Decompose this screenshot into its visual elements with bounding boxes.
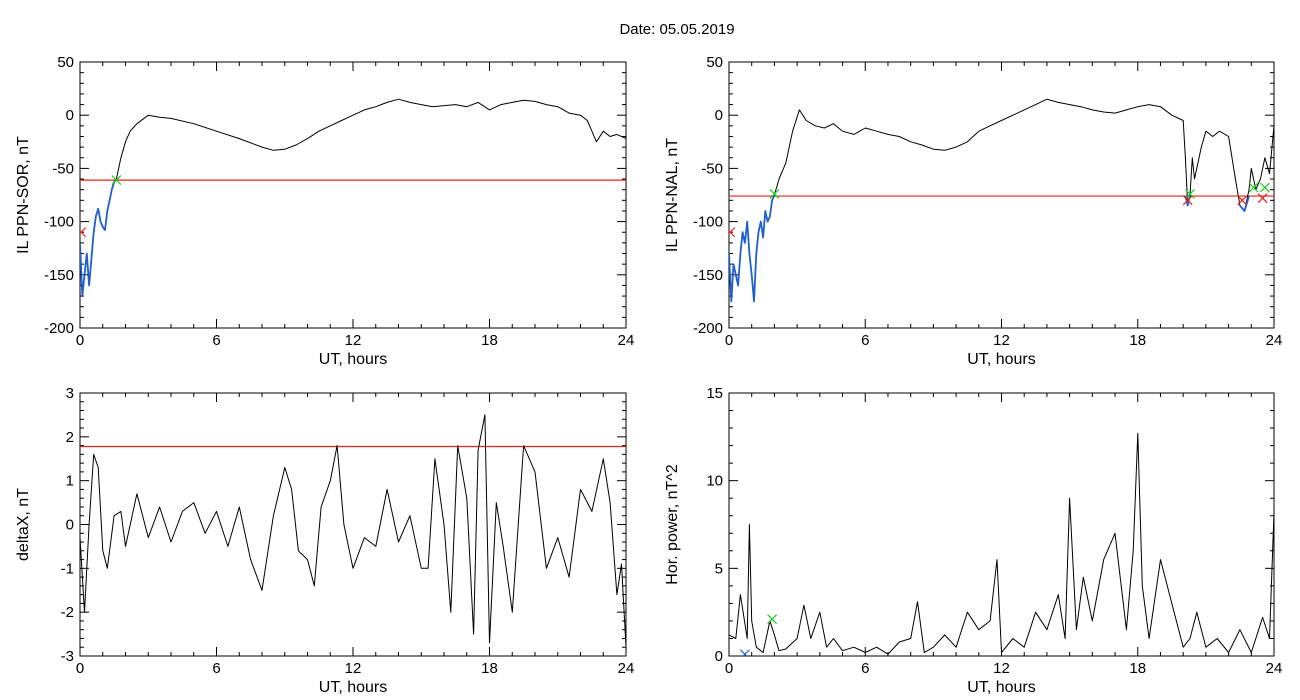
x-tick-label: 18 xyxy=(481,660,498,677)
y-tick-label: 50 xyxy=(706,54,723,71)
x-marker xyxy=(1237,195,1248,206)
y-tick-label: 3 xyxy=(66,385,74,402)
plot-frame xyxy=(728,392,1275,657)
y-tick-label: -100 xyxy=(44,214,74,231)
y-tick-label: -100 xyxy=(693,214,723,231)
panel-hor-power: 0 6 12 18 24 0 5 10 15 UT, hours Hor. power, nT^2 xyxy=(664,385,1282,696)
x-tick-label: 6 xyxy=(861,660,869,677)
x-axis-title: UT, hours xyxy=(319,679,387,696)
x-marker xyxy=(769,189,780,199)
x-tick-label: 18 xyxy=(1129,332,1146,349)
x-tick-label: 12 xyxy=(345,332,362,349)
data-layer xyxy=(80,414,626,648)
y-tick-label: -2 xyxy=(61,604,74,621)
y-tick-label: 1 xyxy=(66,473,74,490)
x-marker xyxy=(1185,189,1195,199)
x-marker xyxy=(1257,193,1268,204)
highlight-segment xyxy=(729,194,776,303)
x-axis-title: UT, hours xyxy=(967,679,1035,696)
y-tick-label: -200 xyxy=(44,320,74,337)
x-marker xyxy=(1182,195,1193,206)
y-tick-label: -50 xyxy=(701,160,723,177)
x-marker xyxy=(729,227,736,238)
series-line xyxy=(729,432,1274,655)
y-axis-title: IL PPN-NAL, nT xyxy=(664,138,681,252)
y-tick-label: -50 xyxy=(52,160,74,177)
x-tick-label: 6 xyxy=(861,332,869,349)
y-tick-label: -150 xyxy=(693,267,723,284)
data-layer xyxy=(729,432,1274,656)
x-tick-label: 6 xyxy=(212,332,220,349)
x-tick-label: 18 xyxy=(1129,660,1146,677)
y-tick-label: 0 xyxy=(715,107,723,124)
y-tick-label: 15 xyxy=(706,385,723,402)
panel-il-ppn-nal: 0 6 12 18 24 -200 -150 -100 -50 0 50 UT, hours IL PP… xyxy=(664,54,1282,368)
x-tick-label: 24 xyxy=(618,332,635,349)
x-tick-label: 24 xyxy=(618,660,635,677)
x-tick-label: 0 xyxy=(76,332,84,349)
y-tick-label: 10 xyxy=(706,473,723,490)
x-tick-label: 12 xyxy=(993,332,1010,349)
highlight-segment xyxy=(80,178,118,298)
x-tick-label: 0 xyxy=(725,332,733,349)
x-axis-title: UT, hours xyxy=(967,351,1035,368)
y-tick-label: -150 xyxy=(44,267,74,284)
x-tick-label: 6 xyxy=(212,660,220,677)
x-marker xyxy=(739,649,750,656)
y-tick-label: 2 xyxy=(66,429,74,446)
x-tick-label: 0 xyxy=(725,660,733,677)
series-line xyxy=(80,414,626,648)
x-tick-label: 24 xyxy=(1266,332,1283,349)
y-axis-title: IL PPN-SOR, nT xyxy=(15,136,32,254)
y-axis-title: Hor. power, nT^2 xyxy=(664,464,681,585)
x-tick-label: 24 xyxy=(1266,660,1283,677)
figure-title: Date: 05.05.2019 xyxy=(619,21,734,38)
x-marker xyxy=(1248,182,1259,193)
y-tick-label: -200 xyxy=(693,320,723,337)
data-layer xyxy=(729,98,1274,303)
series-line xyxy=(80,98,626,297)
plot-frame xyxy=(79,61,627,329)
x-marker xyxy=(80,227,87,238)
plot-frame xyxy=(728,61,1275,329)
x-axis-title: UT, hours xyxy=(319,351,387,368)
y-tick-label: 50 xyxy=(57,54,74,71)
x-marker xyxy=(1259,182,1270,193)
x-tick-label: 12 xyxy=(993,660,1010,677)
highlight-segment xyxy=(1239,195,1250,212)
y-tick-label: 0 xyxy=(715,648,723,665)
x-tick-label: 18 xyxy=(481,332,498,349)
x-marker xyxy=(111,175,122,186)
panel-il-ppn-sor: 0 6 12 18 24 -200 -150 -100 -50 0 50 UT, hours IL PP… xyxy=(15,54,634,368)
y-tick-label: 0 xyxy=(66,107,74,124)
x-tick-label: 12 xyxy=(345,660,362,677)
y-tick-label: 5 xyxy=(715,560,723,577)
series-line xyxy=(729,98,1274,302)
data-layer xyxy=(80,98,626,298)
y-tick-label: 0 xyxy=(66,517,74,534)
plot-frame xyxy=(79,392,627,657)
y-tick-label: -3 xyxy=(61,648,74,665)
y-tick-label: -1 xyxy=(61,560,74,577)
x-marker xyxy=(767,614,778,625)
y-axis-title: deltaX, nT xyxy=(15,488,32,561)
x-tick-label: 0 xyxy=(76,660,84,677)
